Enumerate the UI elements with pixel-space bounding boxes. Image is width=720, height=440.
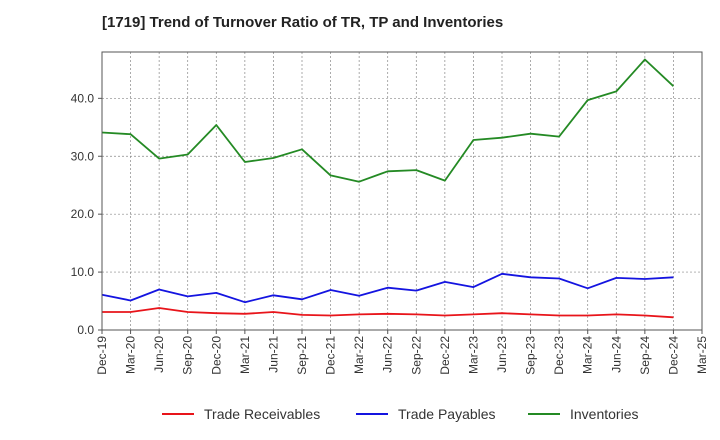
x-tick-label: Mar-21 <box>238 336 252 374</box>
legend: Trade Receivables Trade Payables Inventori… <box>162 406 638 422</box>
series-line-0 <box>102 307 674 319</box>
legend-label: Trade Payables <box>398 406 496 422</box>
x-tick-label: Dec-24 <box>666 336 680 375</box>
plot-frame <box>101 51 703 331</box>
x-tick-label: Jun-21 <box>266 336 280 373</box>
x-tick-label: Dec-21 <box>324 336 338 375</box>
x-tick-label: Mar-25 <box>695 336 709 374</box>
y-tick-label: 10.0 <box>71 265 95 279</box>
x-tick-label: Dec-22 <box>438 336 452 375</box>
y-tick-label: 30.0 <box>71 149 95 163</box>
x-tick-label: Dec-20 <box>209 336 223 375</box>
y-tick-label: 20.0 <box>71 207 95 221</box>
x-tick-label: Dec-23 <box>552 336 566 375</box>
x-tick-label: Mar-20 <box>124 336 138 374</box>
x-tick-label: Sep-24 <box>638 336 652 375</box>
grid-layer <box>102 52 702 330</box>
chart-title: [1719] Trend of Turnover Ratio of TR, TP… <box>102 14 504 31</box>
legend-label: Trade Receivables <box>204 406 320 422</box>
x-tick-label: Jun-20 <box>152 336 166 373</box>
x-tick-label: Mar-24 <box>581 336 595 374</box>
x-tick-label: Sep-22 <box>409 336 423 375</box>
series-line-2 <box>101 58 675 183</box>
series-layer <box>101 58 675 319</box>
legend-label: Inventories <box>570 406 638 422</box>
y-tick-label: 40.0 <box>71 91 95 105</box>
x-tick-label: Dec-19 <box>95 336 109 375</box>
x-tick-label: Sep-23 <box>524 336 538 375</box>
x-tick-label: Jun-22 <box>381 336 395 373</box>
x-tick-label: Mar-23 <box>466 336 480 374</box>
axis-layer: Dec-19 Mar-20 Jun-20 Sep-20 Dec-20 Mar-21 Jun-… <box>71 91 709 374</box>
x-tick-label: Jun-23 <box>495 336 509 373</box>
series-line-1 <box>101 272 674 304</box>
x-tick-label: Sep-21 <box>295 336 309 375</box>
y-tick-label: 0.0 <box>77 323 94 337</box>
x-tick-label: Mar-22 <box>352 336 366 374</box>
x-tick-label: Jun-24 <box>609 336 623 373</box>
x-tick-label: Sep-20 <box>181 336 195 375</box>
